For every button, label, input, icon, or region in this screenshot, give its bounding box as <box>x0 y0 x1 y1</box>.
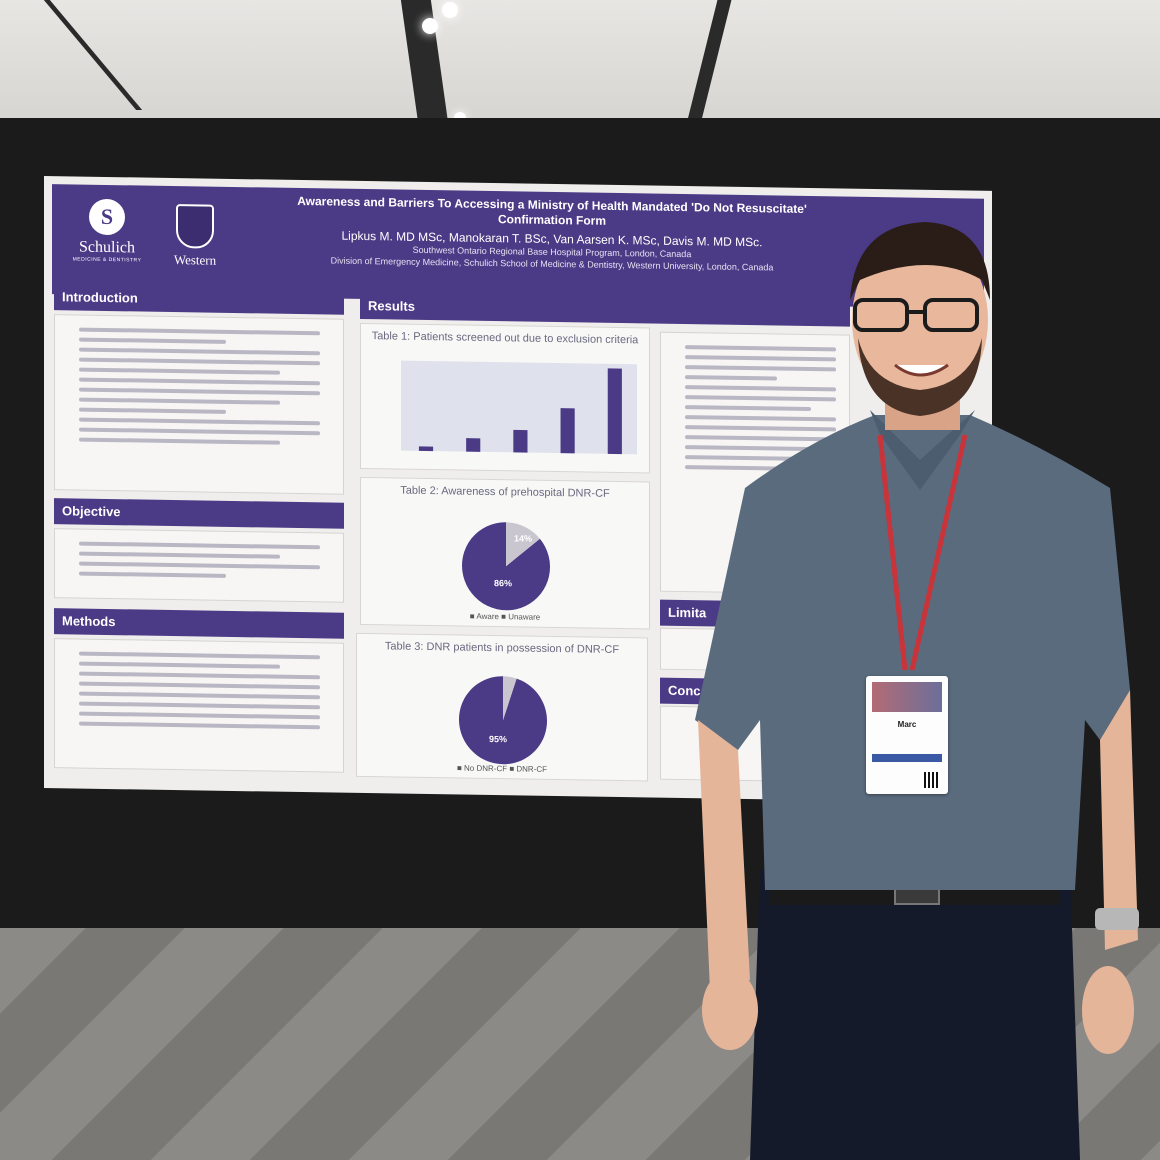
schulich-seal-icon: S <box>89 198 125 236</box>
table1-title: Table 1: Patients screened out due to ex… <box>371 330 639 347</box>
text-line <box>79 691 321 700</box>
table3-title: Table 3: DNR patients in possession of D… <box>384 640 620 657</box>
ceiling-beam <box>43 0 143 110</box>
ceiling-light <box>442 2 458 18</box>
pie-label-large: 86% <box>494 578 512 588</box>
table2-title: Table 2: Awareness of prehospital DNR-CF <box>400 484 610 500</box>
schulich-logo-sub: MEDICINE & DENTISTRY <box>72 256 142 264</box>
ceiling-light <box>422 18 438 34</box>
bar-2 <box>466 438 481 452</box>
text-line <box>79 357 321 366</box>
table2-legend: ■ Aware ■ Unaware <box>469 611 541 622</box>
text-line <box>79 427 321 436</box>
hair <box>850 222 990 300</box>
trousers <box>750 870 1080 1160</box>
text-line <box>79 721 321 730</box>
schulich-logo-name: Schulich <box>79 238 135 257</box>
western-logo: Western <box>160 204 230 285</box>
text-line <box>79 651 321 660</box>
text-line <box>79 711 321 720</box>
schulich-logo: S Schulich MEDICINE & DENTISTRY <box>72 198 142 279</box>
western-logo-name: Western <box>173 252 217 268</box>
badge-banner <box>872 682 942 712</box>
left-hand <box>702 970 758 1050</box>
text-line <box>79 397 280 405</box>
introduction-text <box>54 314 344 495</box>
methods-heading: Methods <box>54 608 344 639</box>
text-line <box>79 551 280 559</box>
pie-slice-dnr-cf <box>503 676 517 721</box>
badge-name: Marc <box>897 720 917 729</box>
text-line <box>79 377 321 386</box>
text-line <box>79 417 321 426</box>
glasses-lens-right <box>923 298 979 332</box>
qr-code-icon <box>924 772 940 788</box>
objective-heading: Objective <box>54 498 344 529</box>
pie-slice-no-dnr-cf <box>459 676 547 765</box>
text-line <box>79 571 227 578</box>
text-line <box>79 681 321 690</box>
chart-plot-area <box>401 360 637 455</box>
text-line <box>79 541 321 550</box>
text-line <box>79 437 280 445</box>
text-line <box>79 561 321 570</box>
pie-label-small: 14% <box>514 533 532 543</box>
western-crest-icon <box>176 204 214 249</box>
bar-4 <box>560 408 575 454</box>
research-poster: S Schulich MEDICINE & DENTISTRY Western … <box>44 176 992 803</box>
text-line <box>79 327 321 336</box>
bar-1 <box>418 446 434 452</box>
objective-text <box>54 528 344 603</box>
pie-slice-unaware <box>462 522 550 611</box>
table1-bar-chart <box>401 360 637 455</box>
head <box>852 232 988 408</box>
text-line <box>79 387 321 396</box>
smile <box>894 363 949 377</box>
table3-legend: ■ No DNR-CF ■ DNR-CF <box>456 763 548 774</box>
table1-card: Table 1: Patients screened out due to ex… <box>360 322 650 474</box>
introduction-heading: Introduction <box>54 284 344 315</box>
badge-strip <box>872 754 942 762</box>
pie-label-large: 95% <box>489 734 507 744</box>
table2-card: Table 2: Awareness of prehospital DNR-CF… <box>360 476 650 630</box>
text-line <box>79 367 280 375</box>
bar-5 <box>607 368 622 455</box>
text-line <box>79 337 227 344</box>
shirt-collar <box>870 410 975 490</box>
lanyard <box>877 434 968 671</box>
beard <box>858 338 982 416</box>
right-hand <box>1082 966 1134 1054</box>
shirt <box>695 415 1130 890</box>
bar-3 <box>513 429 528 453</box>
left-arm <box>698 720 750 990</box>
presenter-person <box>695 222 1139 1160</box>
wristwatch <box>1095 908 1139 930</box>
pie-slice-aware <box>506 522 540 567</box>
text-line <box>79 671 321 680</box>
text-line <box>79 347 321 356</box>
table3-pie-chart: 95% <box>459 676 547 765</box>
glasses-lens-left <box>853 298 909 332</box>
name-badge: Marc <box>866 676 948 794</box>
text-line <box>79 701 321 710</box>
text-line <box>79 407 227 414</box>
right-arm <box>1100 690 1138 950</box>
table2-pie-chart: 14% 86% <box>462 522 550 611</box>
methods-text <box>54 638 344 773</box>
table3-card: Table 3: DNR patients in possession of D… <box>356 632 648 782</box>
text-line <box>79 661 280 669</box>
